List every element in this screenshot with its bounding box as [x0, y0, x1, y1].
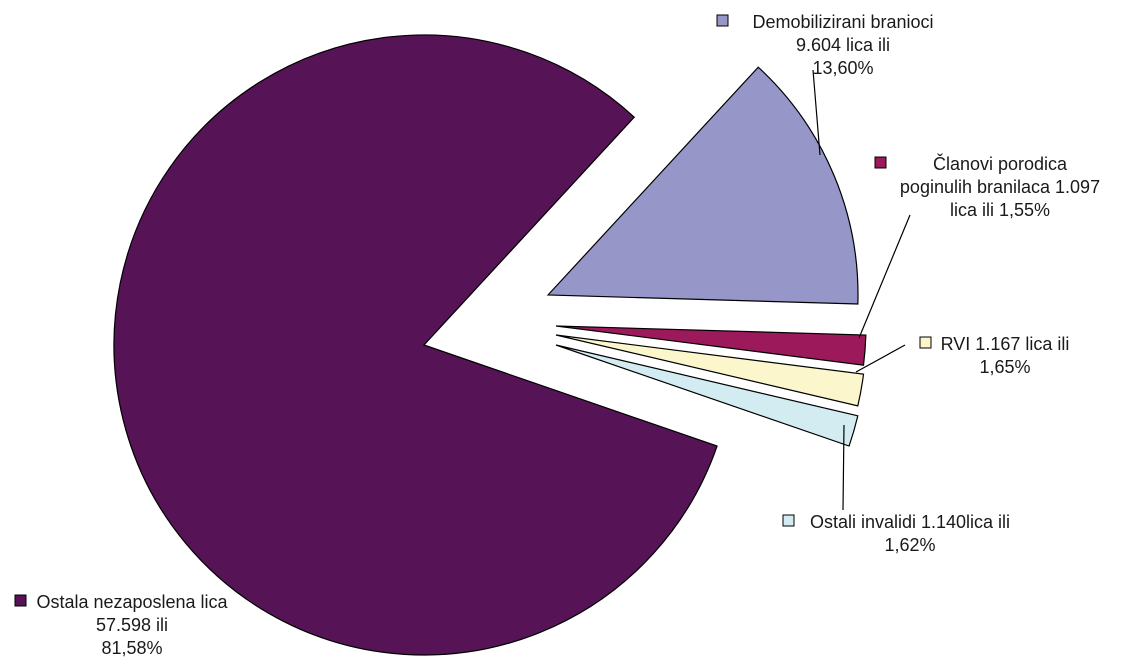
slice-label-line: RVI 1.167 lica ili: [941, 334, 1070, 354]
pie-slice-rvi: [555, 334, 865, 407]
pie-slices: [113, 34, 867, 656]
legend-swatch-ostali-invalidi: [782, 514, 795, 527]
legend-swatch-clanovi-porodica-poginulih-branilaca: [874, 156, 887, 169]
leader-line-rvi: [855, 344, 906, 373]
slice-label-line: Ostala nezaposlena lica: [36, 592, 228, 612]
slice-label-line: poginulih branilaca 1.097: [900, 177, 1100, 197]
slice-label-line: 9.604 lica ili: [796, 35, 890, 55]
slice-label-line: lica ili 1,55%: [950, 200, 1050, 220]
leader-lines: [812, 69, 911, 511]
leader-line-clanovi-porodica-poginulih-branilaca: [858, 214, 911, 339]
legend-swatch-rvi: [919, 336, 932, 349]
slice-label-line: Ostali invalidi 1.140lica ili: [810, 512, 1010, 532]
slice-label-line: 1,62%: [884, 535, 935, 555]
leader-line-demobilizirani-branioci: [812, 69, 821, 156]
pie-slice-clanovi-porodica-poginulih-branilaca: [555, 325, 867, 366]
slice-label-line: 81,58%: [101, 638, 162, 657]
slice-label-line: Demobilizirani branioci: [752, 12, 933, 32]
legend-swatch-ostala-nezaposlena-lica: [14, 594, 27, 607]
slice-label-line: Članovi porodica: [933, 153, 1068, 174]
leader-line-ostali-invalidi: [842, 424, 845, 511]
slice-label-line: 57.598 ili: [96, 615, 168, 635]
slice-label-line: 1,65%: [979, 357, 1030, 377]
slice-label-ostali-invalidi: Ostali invalidi 1.140lica ili 1,62%: [782, 512, 1010, 555]
legend-swatch-demobilizirani-branioci: [716, 14, 729, 27]
slice-label-demobilizirani-branioci: Demobilizirani branioci 9.604 lica ili 13,…: [716, 12, 934, 78]
slice-label-rvi: RVI 1.167 lica ili 1,65%: [919, 334, 1070, 377]
slice-label-line: 13,60%: [812, 58, 873, 78]
pie-slice-demobilizirani-branioci: [546, 66, 859, 305]
pie-slice-ostala-nezaposlena-lica: [113, 34, 718, 656]
pie-slice-ostali-invalidi: [555, 344, 859, 447]
slice-label-clanovi-porodica-poginulih-branilaca: Članovi porodica poginulih branilaca 1.09…: [874, 153, 1100, 220]
slice-label-ostala-nezaposlena-lica: Ostala nezaposlena lica 57.598 ili 81,58%: [14, 592, 229, 657]
slice-labels: Demobilizirani branioci 9.604 lica ili 13,…: [14, 12, 1100, 657]
